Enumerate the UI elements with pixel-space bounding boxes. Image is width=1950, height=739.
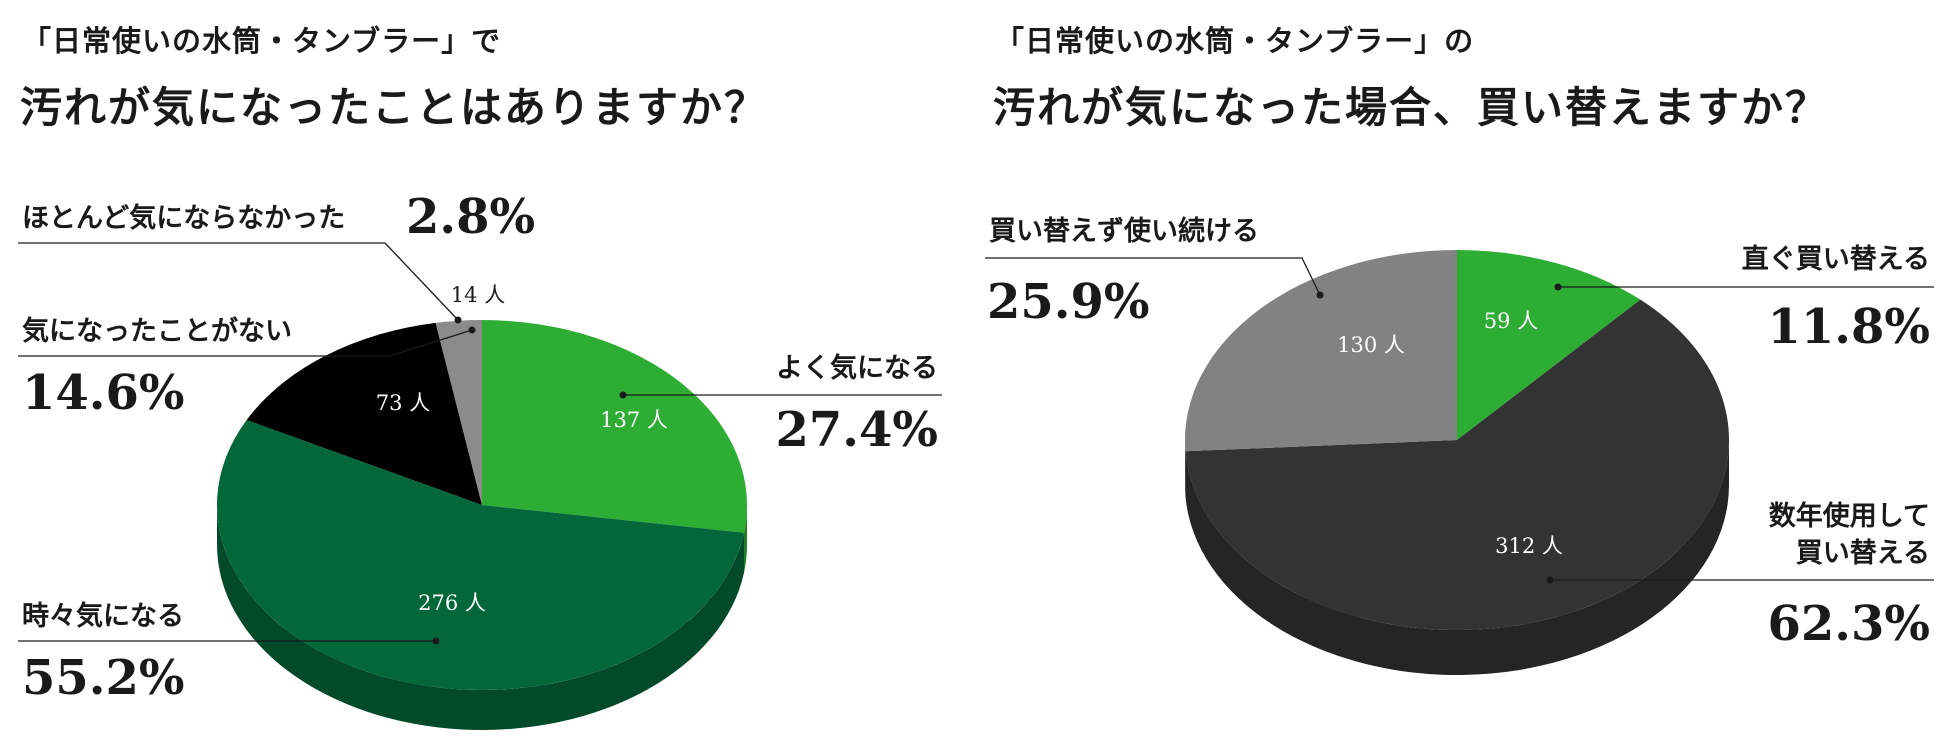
pie-slice-0 [482,320,748,533]
chart-subtitle: 「日常使いの水筒・タンブラー」で [22,24,502,58]
chart-title: 汚れが気になったことはありますか？ [20,83,769,132]
leader-dot [1546,576,1554,584]
leader-dot [468,326,476,334]
slice-percent-label: 55.2% [22,650,185,706]
leader-line [18,242,459,321]
leader-dot [432,637,440,645]
slice-category-label: ほとんど気にならなかった [22,202,345,234]
slice-category-label: 時々気になる [22,600,184,632]
slice-side-0 [743,505,747,573]
slice-count-label: 137 人 [600,408,668,432]
slice-percent-label: 11.8% [1767,299,1930,355]
pie-slice-0 [1457,250,1641,440]
slice-count-label: 276 人 [418,591,486,615]
slice-percent-label: 2.8% [406,189,535,245]
slice-category-label: 気になったことがない [22,315,292,347]
leader-line [985,257,1321,296]
slice-count-label: 14 人 [451,283,505,307]
slice-percent-label: 14.6% [22,365,185,421]
slice-count-label: 312 人 [1495,534,1563,558]
chart-right: 「日常使いの水筒・タンブラー」の 汚れが気になった場合、買い替えますか？ 59 … [975,0,1950,739]
pie-slice-1 [1185,299,1729,630]
leader-dot [1554,283,1562,291]
slice-percent-label: 27.4% [775,402,938,458]
pie-slice-2 [246,322,482,505]
slice-category-label: 買い替えず使い続ける [989,216,1259,247]
slice-count-label: 59 人 [1484,309,1538,333]
leader-dot [454,316,462,324]
slice-percent-label: 25.9% [987,274,1150,330]
slice-category-label: 数年使用して [1769,500,1930,532]
slice-percent-label: 62.3% [1767,596,1930,652]
slice-side-1 [1185,440,1729,675]
slice-category-label: 買い替える [1796,538,1930,569]
pie-slice-1 [217,419,744,690]
slice-side-1 [217,505,744,731]
leader-dot [619,391,627,399]
chart-left: 「日常使いの水筒・タンブラー」で 汚れが気になったことはありますか？ 137 人… [18,24,942,731]
leader-dot [1316,291,1324,299]
pie-slice-3 [435,320,482,505]
slice-category-label: よく気になる [776,352,938,384]
chart-subtitle: 「日常使いの水筒・タンブラー」の [995,24,1475,58]
slice-count-label: 130 人 [1337,333,1405,357]
slice-count-label: 73 人 [376,391,430,415]
chart-title: 汚れが気になった場合、買い替えますか？ [993,83,1830,132]
pie-slice-2 [1185,250,1457,452]
leader-line [18,329,473,357]
slice-category-label: 直ぐ買い替える [1742,244,1930,275]
